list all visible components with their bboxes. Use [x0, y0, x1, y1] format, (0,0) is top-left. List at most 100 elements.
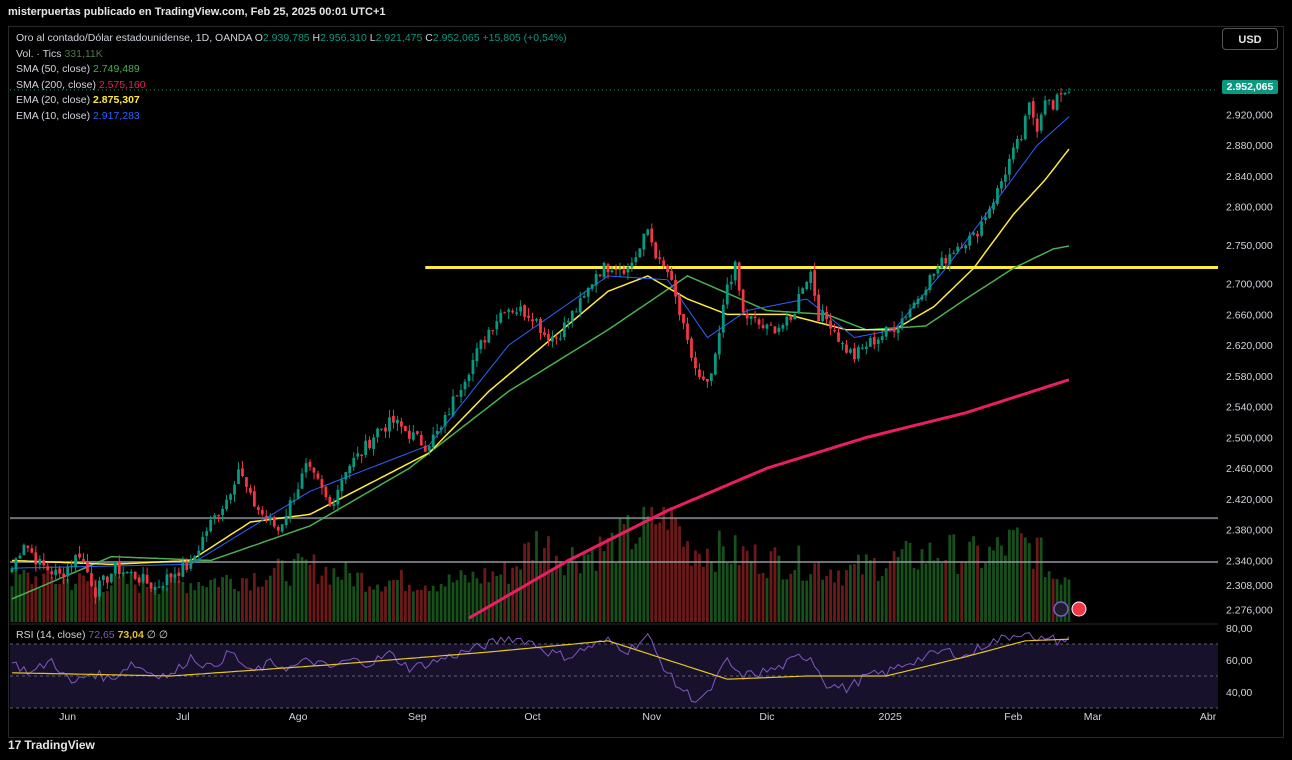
candle-body	[610, 270, 614, 273]
volume-bar	[912, 567, 916, 622]
volume-bar	[698, 553, 701, 622]
candle-body	[737, 262, 741, 291]
candle-body	[340, 479, 344, 492]
candle-body	[654, 242, 658, 259]
volume-bar	[948, 534, 952, 622]
indicator-value: 331,11K	[64, 47, 103, 60]
us-flag-event-icon	[1071, 601, 1087, 617]
candle-body	[1004, 174, 1007, 182]
candle-body	[30, 548, 34, 553]
ohlc-high: 2.956,310	[320, 32, 367, 44]
volume-bar	[463, 574, 467, 622]
candle-body	[352, 457, 356, 468]
candle-body	[992, 202, 995, 210]
tradingview-logo-icon: 17	[8, 738, 22, 752]
candle-body	[527, 315, 530, 318]
candle-body	[161, 586, 165, 588]
time-axis-label: Nov	[642, 711, 661, 723]
candle-body	[674, 280, 677, 297]
volume-bar	[26, 572, 30, 622]
volume-bar	[1035, 537, 1039, 622]
volume-bar	[173, 576, 177, 622]
candle-body	[733, 261, 737, 281]
volume-bar	[630, 549, 634, 622]
candle-body	[996, 188, 999, 204]
candle-body	[213, 515, 217, 519]
candle-body	[952, 252, 956, 254]
candle-body	[66, 566, 70, 577]
volume-bar	[829, 569, 832, 622]
volume-bar	[761, 573, 765, 622]
volume-bar	[900, 549, 904, 622]
volume-bar	[129, 574, 133, 622]
candle-body	[129, 571, 133, 574]
time-axis-label: Sep	[408, 711, 427, 723]
candle-body	[793, 314, 797, 320]
volume-bar	[781, 579, 785, 622]
volume-bar	[491, 571, 495, 622]
volume-bar	[22, 570, 26, 622]
candle-body	[10, 568, 14, 573]
volume-bar	[729, 563, 733, 622]
candle-body	[968, 235, 972, 246]
volume-bar	[14, 565, 18, 622]
volume-bar	[292, 558, 296, 622]
volume-bar	[109, 585, 113, 622]
volume-bar	[392, 579, 395, 622]
currency-button[interactable]: USD	[1222, 28, 1278, 50]
ohlc-low-label: L	[369, 32, 376, 44]
candle-body	[177, 572, 181, 576]
candle-body	[1031, 101, 1035, 118]
candle-body	[880, 336, 884, 341]
candle-body	[396, 419, 399, 424]
volume-bar	[602, 551, 606, 622]
candle-body	[984, 217, 987, 221]
time-axis-label: Mar	[1084, 711, 1103, 723]
volume-bar	[189, 583, 193, 622]
candle-body	[1035, 118, 1039, 132]
candle-body	[471, 360, 475, 375]
candle-body	[217, 515, 221, 517]
volume-bar	[328, 584, 332, 622]
candle-body	[841, 342, 844, 344]
candle-body	[745, 313, 749, 319]
volume-bar	[968, 541, 972, 622]
time-axis-label: Ago	[289, 711, 308, 723]
candle-body	[761, 325, 765, 328]
price-axis-label: 2.840,000	[1226, 171, 1273, 183]
volume-bar	[745, 550, 749, 622]
symbol-label: Oro al contado/Dólar estadounidense, 1D,…	[16, 32, 252, 44]
candle-body	[1011, 147, 1015, 160]
volume-bar	[650, 507, 654, 622]
candle-body	[74, 555, 77, 568]
volume-bar	[439, 583, 443, 622]
price-axis-label: 2.500,000	[1226, 432, 1273, 444]
candle-body	[455, 395, 459, 397]
volume-bar	[662, 507, 666, 622]
candle-body	[602, 262, 606, 278]
volume-bar	[54, 583, 58, 622]
candle-body	[928, 275, 932, 290]
candle-body	[551, 336, 554, 342]
volume-bar	[384, 586, 387, 622]
candle-body	[38, 559, 42, 565]
last-price-tag: 2.952,065	[1222, 80, 1278, 94]
candle-body	[1039, 114, 1043, 131]
volume-bar	[626, 515, 630, 622]
candle-body	[58, 568, 62, 574]
candle-body	[809, 271, 813, 283]
candle-body	[535, 319, 538, 321]
volume-bar	[98, 584, 101, 622]
candle-body	[797, 294, 801, 313]
candle-body	[666, 265, 670, 273]
candle-body	[690, 338, 693, 358]
volume-bar	[853, 563, 856, 622]
volume-bar	[256, 586, 260, 622]
volume-bar	[1015, 527, 1019, 622]
price-axis-label: 2.800,000	[1226, 202, 1273, 214]
volume-bar	[352, 586, 356, 622]
volume-bar	[578, 573, 582, 622]
publish-header: misterpuertas publicado en TradingView.c…	[0, 0, 1292, 26]
candle-body	[26, 545, 30, 548]
